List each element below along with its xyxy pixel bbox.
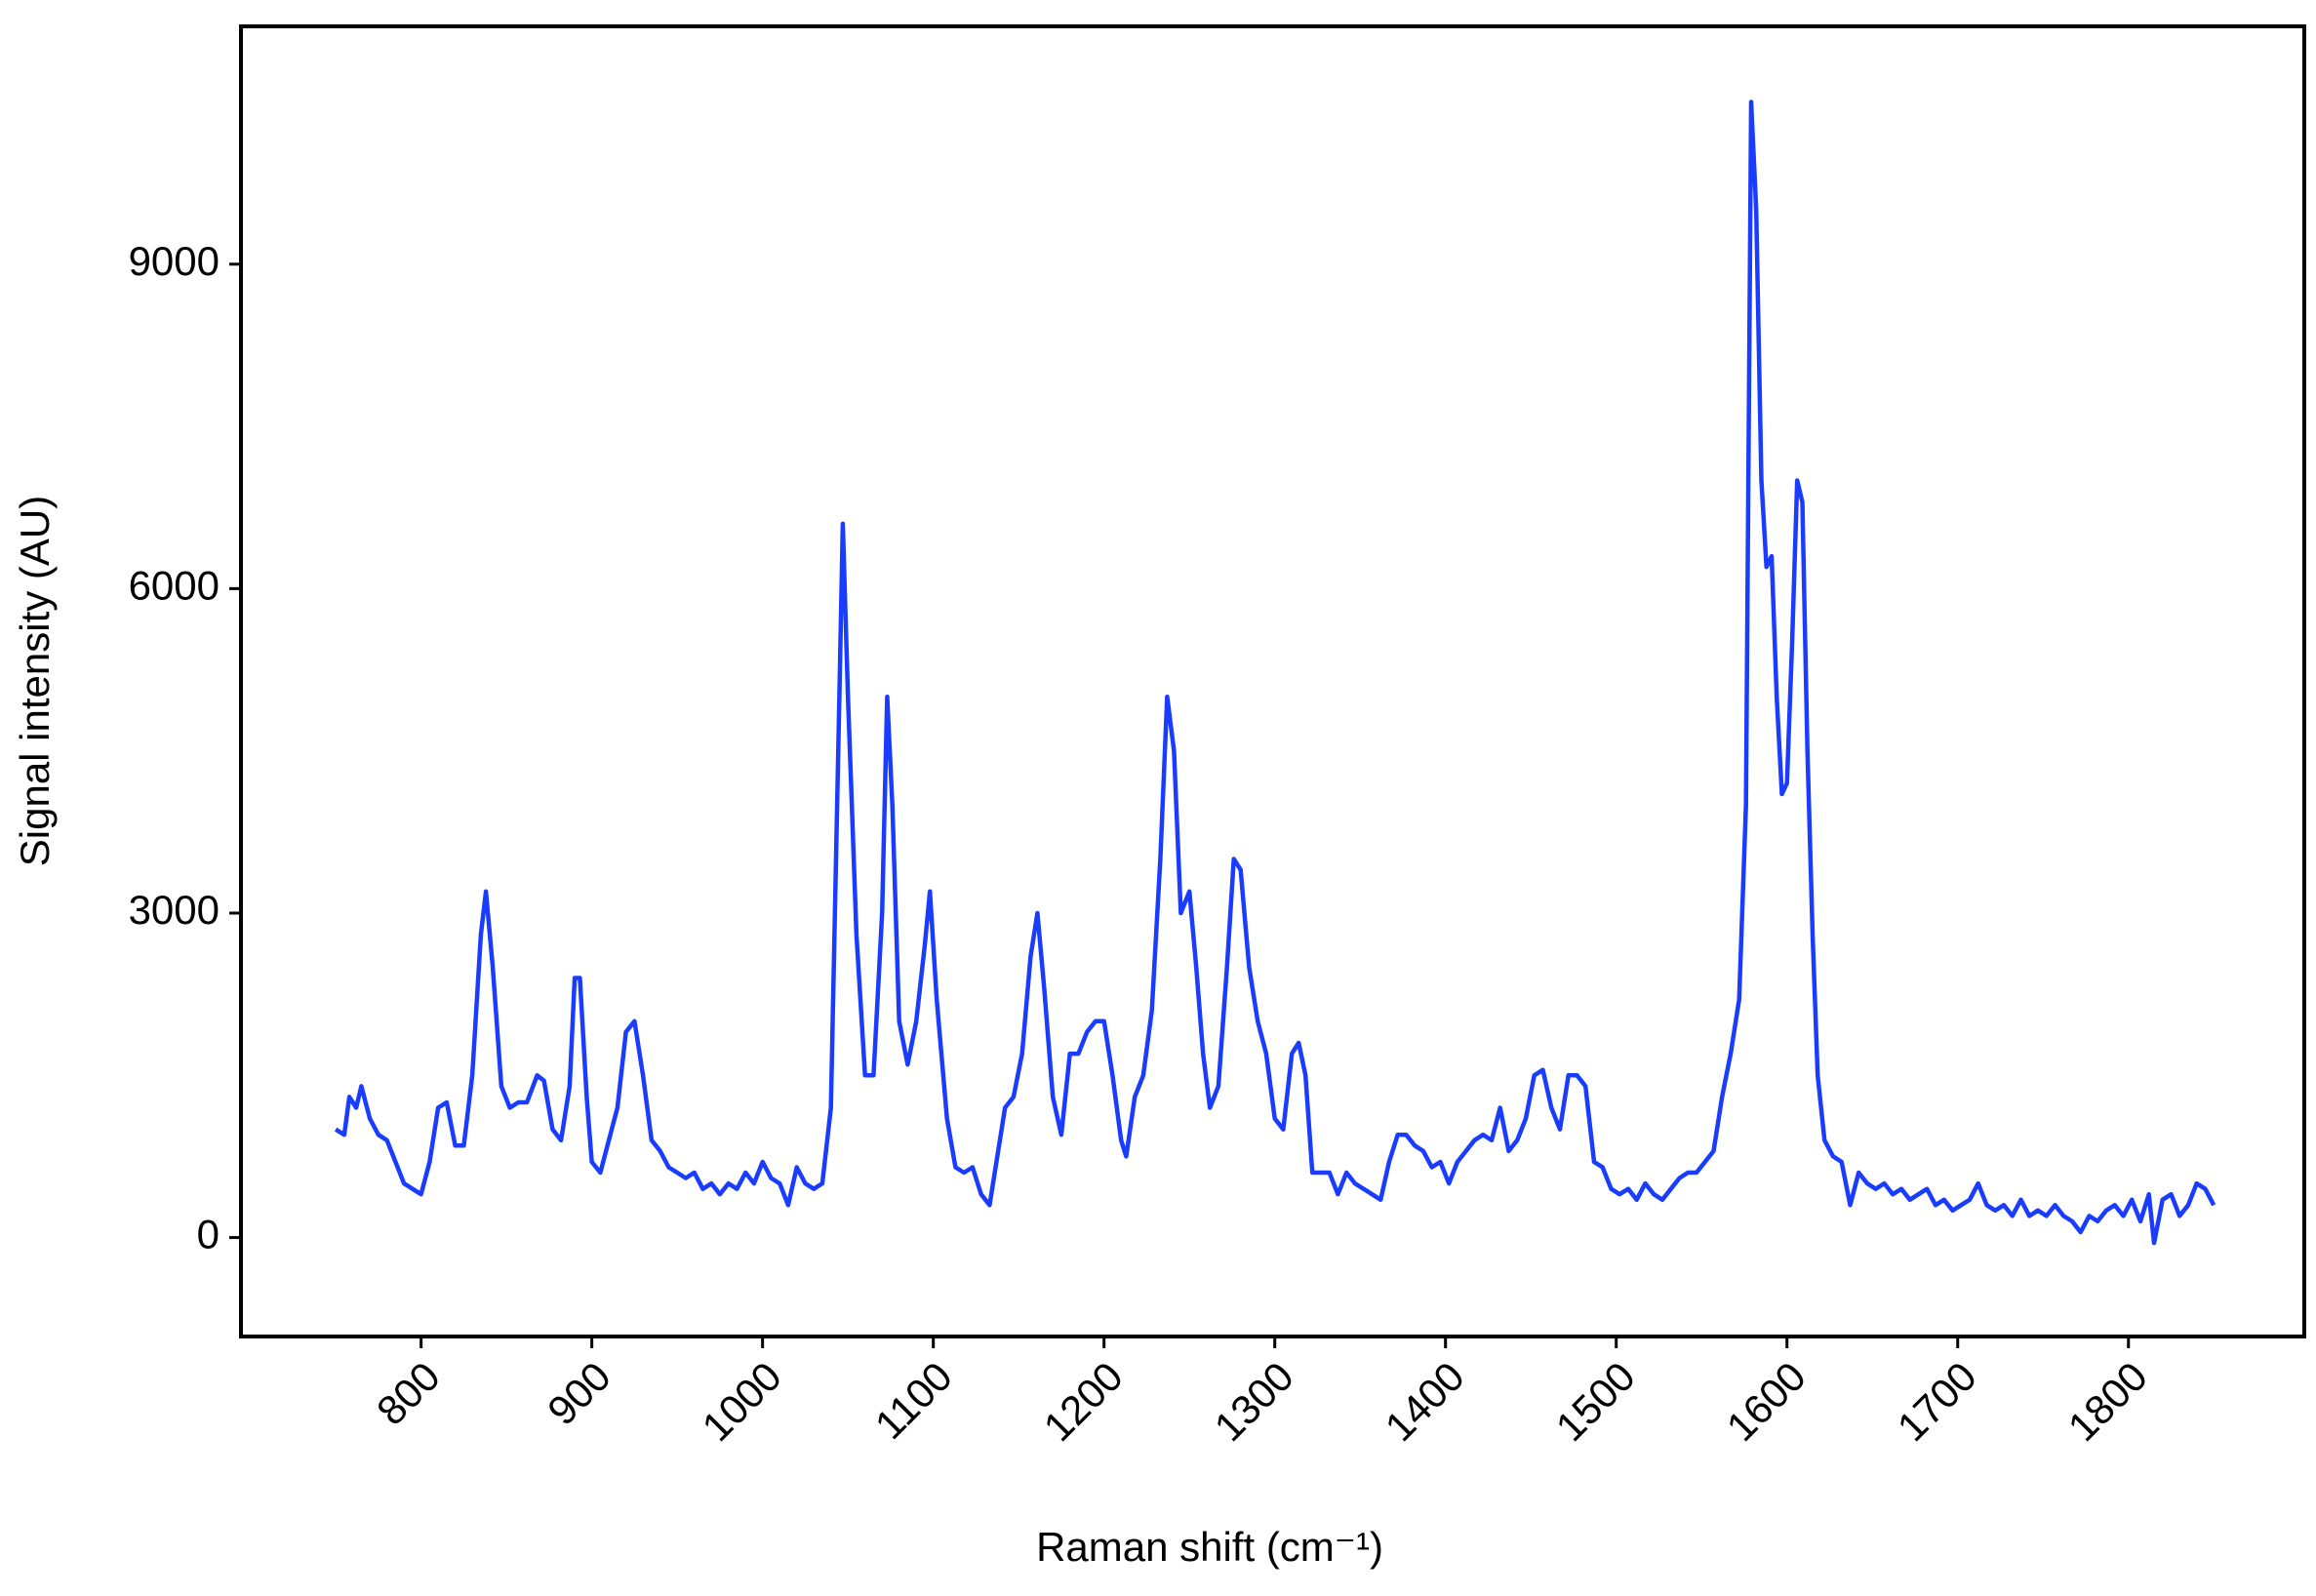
x-axis-title: Raman shift (cm⁻¹) xyxy=(1036,1524,1383,1570)
y-tick-label: 9000 xyxy=(129,238,220,284)
y-axis-title: Signal intensity (AU) xyxy=(12,496,58,866)
y-tick-label: 3000 xyxy=(129,887,220,933)
x-tick-label: 1200 xyxy=(1035,1353,1132,1450)
x-tick-label: 1800 xyxy=(2059,1353,2156,1450)
x-tick-label: 1100 xyxy=(866,1353,961,1448)
x-tick-label: 1700 xyxy=(1889,1353,1985,1450)
plot-frame xyxy=(239,24,2306,1338)
x-tick-label: 1300 xyxy=(1206,1353,1302,1450)
x-tick-label: 800 xyxy=(368,1353,449,1434)
y-tick-label: 0 xyxy=(197,1212,220,1257)
y-tick-label: 6000 xyxy=(129,562,220,608)
x-tick-label: 1400 xyxy=(1377,1353,1473,1450)
x-tick-label: 1500 xyxy=(1547,1353,1644,1450)
x-tick-label: 1600 xyxy=(1718,1353,1815,1450)
x-tick-label: 900 xyxy=(539,1353,619,1434)
spectrum-line xyxy=(334,100,2216,1246)
x-tick-label: 1000 xyxy=(694,1353,790,1450)
